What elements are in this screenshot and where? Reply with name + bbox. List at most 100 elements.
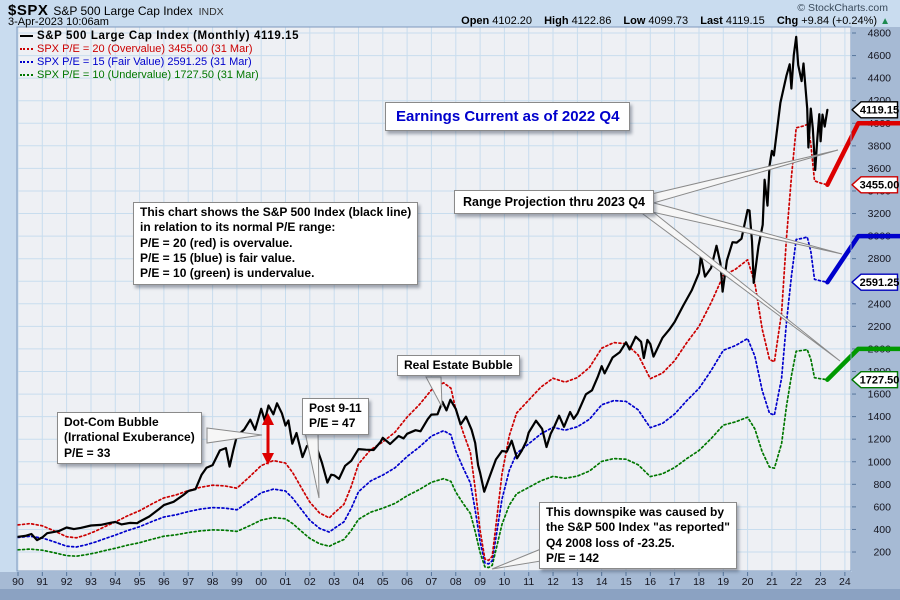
y-axis-label: 1200 xyxy=(868,434,892,446)
green-dotted-line-sample-icon xyxy=(20,74,33,77)
price-callout-labels: 4119.15 3455.00 2591.25 1727.50 xyxy=(850,101,900,389)
y-axis-label: 200 xyxy=(873,547,891,559)
x-axis-label: 05 xyxy=(377,576,389,588)
open-value: 4102.20 xyxy=(492,15,533,27)
x-axis-label: 10 xyxy=(499,576,511,588)
series-lines xyxy=(17,35,829,569)
price-callout-value: 3455.00 xyxy=(860,180,900,192)
y-axis-label: 4800 xyxy=(868,28,892,40)
annotation-arrows xyxy=(206,149,843,570)
red-dotted-line-sample-icon xyxy=(20,48,33,51)
legend-item-pe10: SPX P/E = 10 (Undervalue) 1727.50 (31 Ma… xyxy=(20,69,299,82)
earnings-current-note: Earnings Current as of 2022 Q4 xyxy=(385,102,631,132)
x-axis-label: 93 xyxy=(85,576,97,588)
price-callout-box xyxy=(850,101,899,119)
price-callout-box xyxy=(850,273,899,291)
x-axis-label: 96 xyxy=(158,576,170,588)
x-axis-label: 98 xyxy=(207,576,219,588)
x-axis-label: 07 xyxy=(426,576,438,588)
up-triangle-icon: ▲ xyxy=(880,16,890,27)
x-axis-label: 03 xyxy=(328,576,340,588)
legend-item-pe20: SPX P/E = 20 (Overvalue) 3455.00 (31 Mar… xyxy=(20,43,299,56)
last-value: 4119.15 xyxy=(725,15,765,27)
real-estate-note: Real Estate Bubble xyxy=(397,355,520,377)
y-axis-label: 1000 xyxy=(868,456,892,468)
chart-legend: S&P 500 Large Cap Index (Monthly) 4119.1… xyxy=(20,30,299,82)
x-axis-label: 00 xyxy=(255,576,267,588)
chg-label: Chg xyxy=(776,15,799,27)
ticker-symbol: $SPX xyxy=(8,2,49,19)
stockcharts-credit: © StockCharts.com xyxy=(797,2,888,14)
plot-border xyxy=(16,26,852,572)
high-value: 4122.86 xyxy=(571,15,612,27)
quote-datetime: 3-Apr-2023 10:06am xyxy=(8,16,109,28)
x-axis-label: 99 xyxy=(231,576,243,588)
price-callout-value: 4119.15 xyxy=(860,105,899,117)
real-estate-pointer xyxy=(425,376,443,408)
x-axis-label: 20 xyxy=(742,576,754,588)
y-axis-label: 4600 xyxy=(868,50,892,62)
downspike-note: This downspike was caused by the S&P 500… xyxy=(539,502,737,570)
x-axis-label: 08 xyxy=(450,576,462,588)
series-spx-p-e-15-fair-value xyxy=(17,236,829,565)
x-axis-label: 01 xyxy=(280,576,292,588)
x-axis-label: 11 xyxy=(523,576,534,588)
dotcom-range-arrow-head-up xyxy=(262,413,274,425)
series-spx-p-e-20-overvalue xyxy=(17,123,829,562)
index-name: S&P 500 Large Cap Index xyxy=(53,4,193,18)
x-axis-label: 92 xyxy=(61,576,73,588)
x-axis-label: 12 xyxy=(547,576,559,588)
x-axis-label: 24 xyxy=(839,576,851,588)
series-p-e-20-range-projection-thru-2023-q4 xyxy=(825,121,900,188)
range-projection-note: Range Projection thru 2023 Q4 xyxy=(454,190,654,214)
y-axis-label: 2400 xyxy=(868,298,892,310)
low-label: Low xyxy=(623,15,646,27)
x-axis-label: 13 xyxy=(572,576,584,588)
chg-value: +9.84 (+0.24%) xyxy=(801,15,878,27)
blue-dotted-line-sample-icon xyxy=(20,61,33,64)
x-axis-label: 18 xyxy=(693,576,705,588)
price-callout-value: 1727.50 xyxy=(860,374,900,386)
x-axis-label: 23 xyxy=(815,576,827,588)
x-axis-label: 91 xyxy=(36,576,48,588)
x-axis-label: 21 xyxy=(766,576,778,588)
quote-summary: Open 4102.20 High 4122.86 Low 4099.73 Last 4… xyxy=(461,15,890,27)
x-axis-label: 97 xyxy=(182,576,194,588)
x-axis-label: 06 xyxy=(401,576,413,588)
series-p-e-15-range-projection-thru-2023-q4 xyxy=(825,233,900,285)
y-axis-label: 3200 xyxy=(868,208,892,220)
dotcom-pointer xyxy=(206,427,263,444)
bottom-border-band xyxy=(0,589,900,600)
y-axis-label: 400 xyxy=(873,524,891,536)
x-axis-strip xyxy=(0,572,900,589)
x-axis-label: 90 xyxy=(12,576,24,588)
x-axis-label: 94 xyxy=(109,576,121,588)
series-spx-p-e-10-undervalue xyxy=(17,348,829,569)
series-s-p-500-large-cap-index-monthly xyxy=(17,35,829,542)
last-label: Last xyxy=(700,15,723,27)
x-axis-label: 09 xyxy=(474,576,486,588)
y-axis-label: 3800 xyxy=(868,140,892,152)
y-axis-label: 800 xyxy=(873,479,891,491)
x-axis-label: 15 xyxy=(620,576,632,588)
y-axis-label: 1600 xyxy=(868,389,892,401)
y-axis-label: 600 xyxy=(873,501,891,513)
y-axis-label: 4400 xyxy=(868,73,892,85)
low-value: 4099.73 xyxy=(648,15,689,27)
post911-note: Post 9-11 P/E = 47 xyxy=(302,398,369,435)
y-axis-label: 1400 xyxy=(868,411,892,423)
x-axis-label: 95 xyxy=(134,576,146,588)
x-axis-label: 19 xyxy=(717,576,729,588)
dotcom-range-arrow-head-down xyxy=(262,453,274,465)
price-callout-value: 2591.25 xyxy=(860,277,900,289)
legend-item-spx: S&P 500 Large Cap Index (Monthly) 4119.1… xyxy=(20,30,299,43)
x-axis-label: 22 xyxy=(790,576,802,588)
open-label: Open xyxy=(461,15,490,27)
x-axis-label: 02 xyxy=(304,576,316,588)
x-axis-label: 17 xyxy=(669,576,681,588)
x-axis-label: 16 xyxy=(644,576,656,588)
y-axis-label: 2800 xyxy=(868,253,892,265)
x-axis-label: 04 xyxy=(353,576,365,588)
